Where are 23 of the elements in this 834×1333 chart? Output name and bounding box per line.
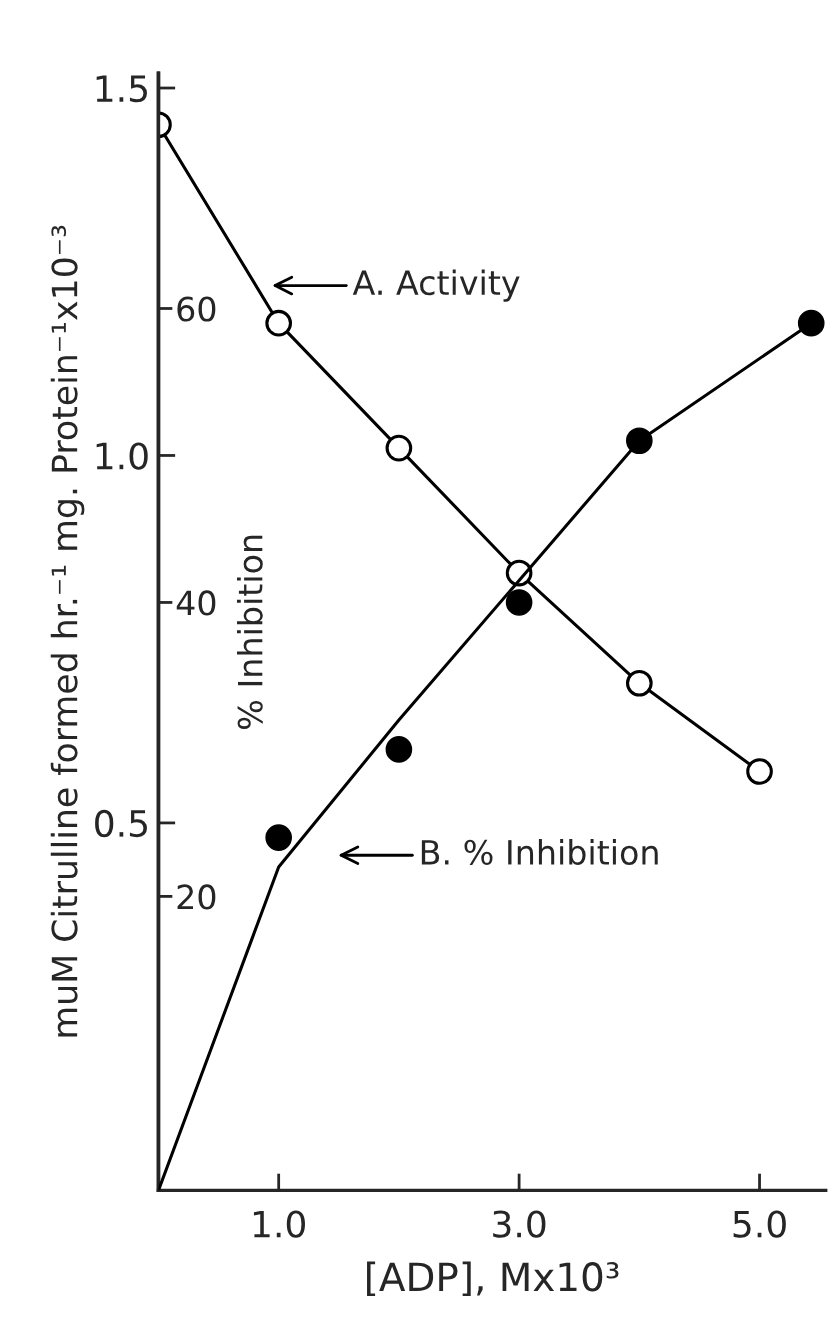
y-axis-title: muM Citrulline formed hr.⁻¹ mg. Protein⁻¹x10⁻³: [50, 225, 85, 1037]
y-tick-label: 1.0: [96, 442, 148, 470]
point: [746, 758, 773, 785]
y-tick-label: 0.5: [95, 809, 147, 838]
y-tick-label: 1.5: [96, 75, 147, 103]
y2-axis-title: % Inhibition: [236, 535, 263, 729]
x-axis-title: [ADP], Mx10³: [367, 1261, 619, 1297]
x-tick-label: 3.0: [493, 1210, 546, 1238]
point: [265, 824, 292, 851]
point: [625, 669, 653, 697]
point: [385, 736, 413, 763]
y2-tick-label: 40: [176, 590, 216, 616]
x-tick-label: 5.0: [733, 1210, 786, 1238]
annotation: B. % Inhibition: [421, 839, 658, 865]
y2-tick-label: 60: [177, 296, 216, 322]
y2-tick-label: 20: [177, 884, 216, 910]
point: [385, 434, 413, 462]
point: [797, 309, 825, 337]
x-tick-label: 1.0: [253, 1210, 305, 1238]
annotation: A. Activity: [352, 269, 520, 302]
point: [505, 589, 533, 616]
point: [265, 309, 293, 337]
point: [626, 427, 653, 455]
